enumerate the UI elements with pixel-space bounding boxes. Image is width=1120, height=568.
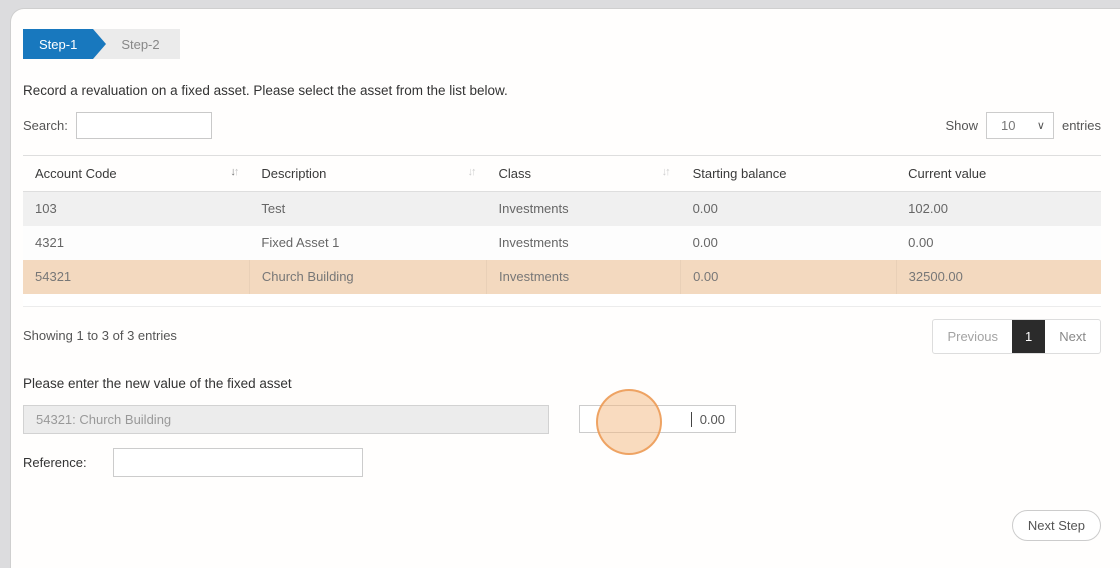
sort-icon: ↓↑ (467, 166, 477, 178)
text-cursor (691, 412, 692, 427)
table-spacer (23, 293, 1101, 306)
table-info: Showing 1 to 3 of 3 entries (23, 327, 177, 343)
entries-label: entries (1061, 118, 1101, 133)
search-input[interactable] (75, 112, 212, 139)
column-header-account-code[interactable]: Account Code ↓↑ (23, 155, 250, 192)
column-header-description[interactable]: Description ↓↑ (249, 155, 487, 192)
sort-icon: ↓↑ (661, 166, 671, 178)
column-header-current-value[interactable]: Current value (896, 155, 1101, 192)
entries-select[interactable]: 10 ∨ (985, 112, 1054, 139)
entries-select-value: 10 (1000, 118, 1016, 133)
next-step-button[interactable]: Next Step (1011, 509, 1101, 541)
pagination-page-1[interactable]: 1 (1012, 319, 1046, 353)
intro-text: Record a revaluation on a fixed asset. P… (23, 83, 508, 98)
new-value-heading: Please enter the new value of the fixed … (23, 375, 292, 391)
table-row-4321[interactable]: 4321 Fixed Asset 1 Investments 0.00 0.00 (23, 225, 1101, 260)
selected-asset-field (23, 404, 549, 434)
reference-label: Reference: (23, 454, 87, 470)
pagination: Previous 1 Next (932, 318, 1101, 354)
tab-step-2-label: Step-2 (121, 36, 160, 52)
asset-table: Account Code ↓↑ Description ↓↑ Class ↓↑ (23, 155, 1101, 307)
column-header-starting-balance[interactable]: Starting balance (680, 155, 897, 192)
pagination-previous[interactable]: Previous (947, 328, 999, 344)
table-row-103[interactable]: 103 Test Investments 0.00 102.00 (23, 191, 1101, 226)
wizard-panel: Step-1 Step-2 Record a revaluation on a … (10, 8, 1120, 568)
tab-step-2[interactable]: Step-2 (93, 29, 180, 59)
reference-input[interactable] (112, 447, 363, 477)
show-label: Show (945, 118, 978, 133)
wizard-steps: Step-1 Step-2 (23, 29, 1101, 59)
sort-icon: ↓↑ (230, 166, 239, 178)
pagination-next[interactable]: Next (1059, 328, 1086, 344)
tab-step-1-label: Step-1 (39, 36, 78, 52)
new-value-input[interactable] (579, 405, 736, 433)
column-header-class[interactable]: Class ↓↑ (486, 155, 681, 192)
chevron-down-icon: ∨ (1036, 120, 1045, 132)
tab-step-1[interactable]: Step-1 (23, 29, 107, 59)
table-row-54321-selected[interactable]: 54321 Church Building Investments 0.00 3… (23, 259, 1101, 294)
search-label: Search: (23, 118, 68, 133)
